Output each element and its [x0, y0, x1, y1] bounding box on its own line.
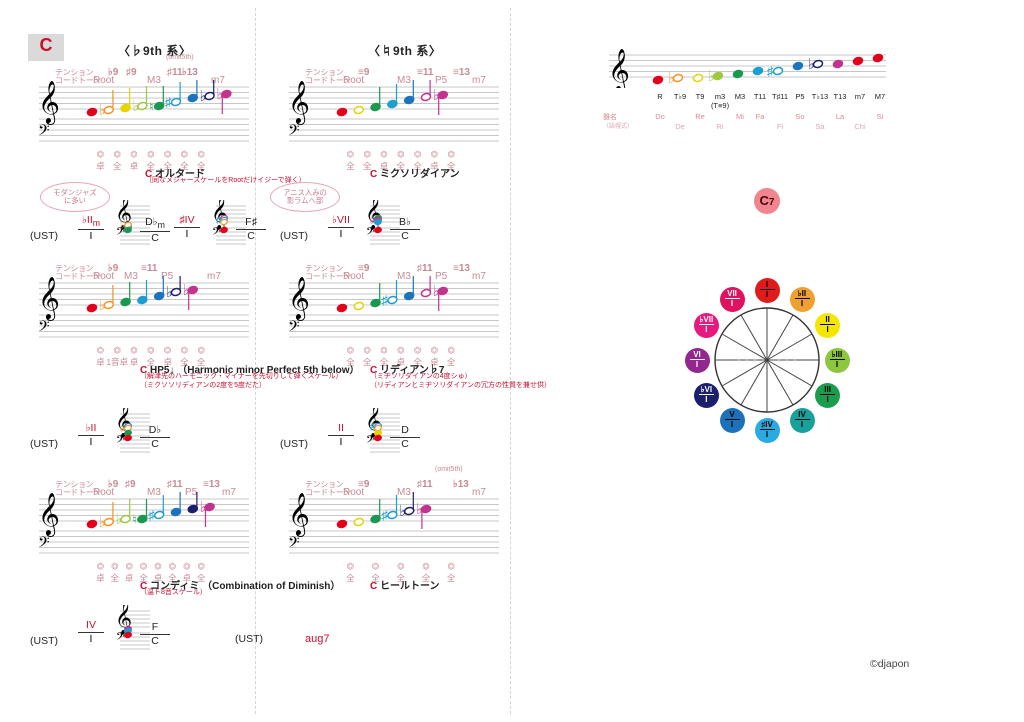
svg-text:𝄢: 𝄢: [116, 630, 124, 645]
svg-text:𝄞: 𝄞: [38, 276, 60, 321]
svg-text:𝄞: 𝄞: [288, 276, 310, 321]
svg-text:♮: ♮: [149, 100, 153, 114]
svg-text:♯: ♯: [767, 64, 774, 79]
svg-text:𝄢: 𝄢: [38, 122, 50, 142]
svg-text:♭: ♭: [370, 216, 375, 227]
svg-text:𝄞: 𝄞: [38, 492, 60, 537]
svg-text:𝄞: 𝄞: [288, 80, 310, 125]
svg-text:𝄞: 𝄞: [288, 492, 310, 537]
svg-text:♯: ♯: [381, 508, 388, 523]
svg-text:𝄢: 𝄢: [38, 534, 50, 554]
svg-text:𝄢: 𝄢: [288, 122, 300, 142]
svg-text:𝄢: 𝄢: [288, 318, 300, 338]
svg-text:𝄢: 𝄢: [38, 318, 50, 338]
svg-text:♯: ♯: [381, 293, 388, 308]
svg-text:𝄢: 𝄢: [366, 433, 374, 448]
svg-text:𝄢: 𝄢: [288, 534, 300, 554]
svg-text:♮: ♮: [132, 513, 136, 527]
svg-text:𝄢: 𝄢: [212, 225, 220, 240]
svg-text:𝄞: 𝄞: [38, 80, 60, 125]
svg-text:𝄢: 𝄢: [366, 225, 374, 240]
svg-text:𝄞: 𝄞: [608, 48, 630, 88]
svg-text:𝄢: 𝄢: [116, 433, 124, 448]
svg-text:♯: ♯: [148, 508, 155, 523]
svg-text:♯: ♯: [165, 95, 172, 110]
